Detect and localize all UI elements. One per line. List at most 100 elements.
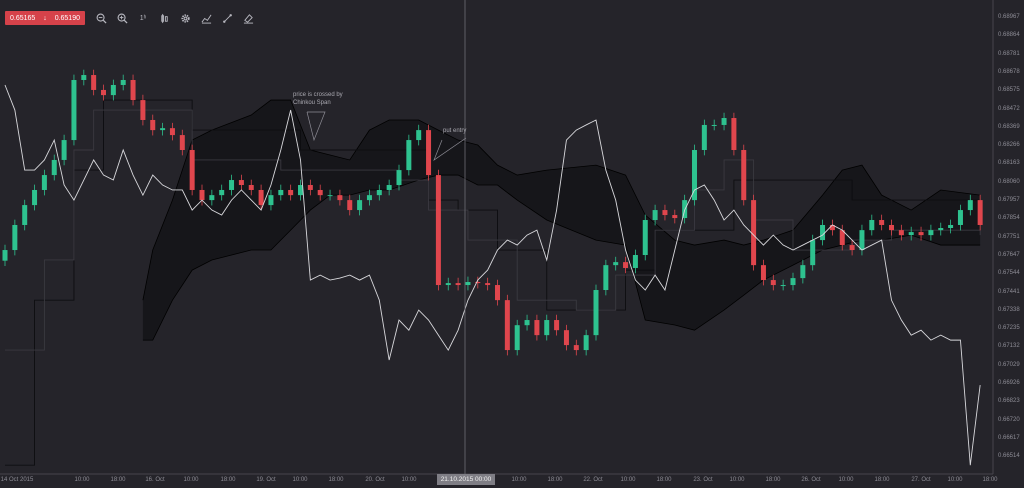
candle-body bbox=[41, 175, 47, 190]
candle-body bbox=[721, 118, 727, 125]
price-tick-label: 0.68266 bbox=[998, 142, 1020, 149]
candle bbox=[120, 74, 126, 91]
chinkou-span bbox=[4, 84, 981, 466]
candle-body bbox=[859, 230, 865, 251]
draw-line-icon[interactable] bbox=[217, 11, 237, 25]
zoom-out-icon[interactable] bbox=[91, 11, 111, 25]
quote-box[interactable]: 0.65165 ↓ 0.65190 bbox=[5, 11, 85, 25]
candle bbox=[967, 194, 973, 216]
candles bbox=[2, 69, 983, 356]
candle-body bbox=[780, 285, 786, 287]
candle bbox=[869, 214, 875, 236]
candle bbox=[820, 219, 826, 246]
candle bbox=[544, 314, 550, 341]
chinkou-annotation: price is crossed by Chinkou Span bbox=[293, 91, 343, 107]
candle bbox=[928, 224, 934, 241]
candle-body bbox=[563, 330, 569, 346]
candle bbox=[504, 294, 510, 356]
candle-body bbox=[406, 140, 412, 171]
price-tick-label: 0.68472 bbox=[998, 105, 1020, 112]
candle-body bbox=[829, 224, 835, 231]
time-tick-label: 18:00 bbox=[110, 477, 126, 483]
timeframe-icon[interactable]: 1ʰ bbox=[139, 14, 147, 22]
price-tick-label: 0.67751 bbox=[998, 233, 1020, 240]
candle bbox=[376, 184, 382, 201]
time-tick-label: 10:00 bbox=[729, 477, 745, 483]
candle-body bbox=[278, 189, 284, 196]
candle-body bbox=[209, 195, 215, 201]
candle bbox=[672, 209, 678, 224]
price-tick-label: 0.67235 bbox=[998, 325, 1020, 332]
candle-body bbox=[632, 255, 638, 268]
candle-body bbox=[160, 128, 166, 131]
candle bbox=[898, 224, 904, 241]
candle-body bbox=[751, 200, 757, 266]
candle-body bbox=[268, 195, 274, 206]
candle bbox=[573, 339, 579, 356]
zoom-in-icon[interactable] bbox=[112, 11, 132, 25]
candle-body bbox=[810, 240, 816, 266]
candle-body bbox=[357, 200, 363, 211]
candle bbox=[199, 184, 205, 206]
time-tick-label: 18:00 bbox=[874, 477, 890, 483]
candle bbox=[150, 114, 156, 136]
candle bbox=[603, 259, 609, 296]
candle-body bbox=[288, 189, 294, 196]
candle-body bbox=[967, 200, 973, 211]
candle-body bbox=[928, 230, 934, 236]
candle-body bbox=[238, 180, 244, 186]
candle bbox=[829, 219, 835, 236]
candle-body bbox=[741, 150, 747, 201]
time-tick-label: 26. Oct bbox=[801, 477, 821, 483]
time-tick-label: 27. Oct bbox=[911, 477, 931, 483]
time-tick-label: 18:00 bbox=[656, 477, 672, 483]
candle-body bbox=[12, 224, 18, 251]
candle-body bbox=[603, 265, 609, 291]
kijun-sen-line bbox=[5, 99, 981, 466]
candle-body bbox=[898, 230, 904, 236]
candle bbox=[948, 219, 954, 234]
candle bbox=[711, 119, 717, 131]
candle-body bbox=[820, 224, 826, 241]
candle bbox=[327, 189, 333, 201]
candle-body bbox=[435, 175, 441, 286]
candle-body bbox=[327, 195, 333, 197]
candle bbox=[71, 74, 77, 146]
candle-body bbox=[51, 159, 57, 176]
candle bbox=[357, 194, 363, 216]
candle bbox=[514, 319, 520, 356]
candle-body bbox=[534, 320, 540, 336]
price-tick-label: 0.66617 bbox=[998, 434, 1020, 441]
candle bbox=[908, 226, 914, 241]
candle-body bbox=[977, 200, 983, 225]
candle bbox=[91, 69, 97, 96]
eraser-icon[interactable] bbox=[238, 11, 258, 25]
candle-body bbox=[879, 220, 885, 225]
price-tick-label: 0.67544 bbox=[998, 270, 1020, 277]
candle-body bbox=[248, 185, 254, 190]
candle-body bbox=[61, 140, 67, 160]
gear-icon[interactable] bbox=[175, 11, 195, 25]
price-tick-label: 0.67029 bbox=[998, 361, 1020, 368]
candle-type-icon[interactable] bbox=[154, 11, 174, 25]
candle-body bbox=[908, 232, 914, 236]
candle-body bbox=[366, 195, 372, 201]
candle bbox=[810, 234, 816, 271]
candle bbox=[386, 179, 392, 196]
candle bbox=[32, 184, 38, 211]
indicators-icon[interactable] bbox=[196, 11, 216, 25]
time-tick-label: 18:00 bbox=[765, 477, 781, 483]
candle bbox=[426, 124, 432, 181]
candle bbox=[268, 189, 274, 211]
candle bbox=[337, 189, 343, 206]
time-tick-label: 10:00 bbox=[620, 477, 636, 483]
candle-body bbox=[258, 189, 264, 206]
candle-body bbox=[337, 195, 343, 201]
candle bbox=[169, 122, 175, 141]
candle-body bbox=[376, 189, 382, 196]
candle-body bbox=[475, 282, 481, 284]
candle bbox=[554, 314, 560, 336]
candle bbox=[593, 284, 599, 341]
candle-body bbox=[81, 75, 87, 81]
